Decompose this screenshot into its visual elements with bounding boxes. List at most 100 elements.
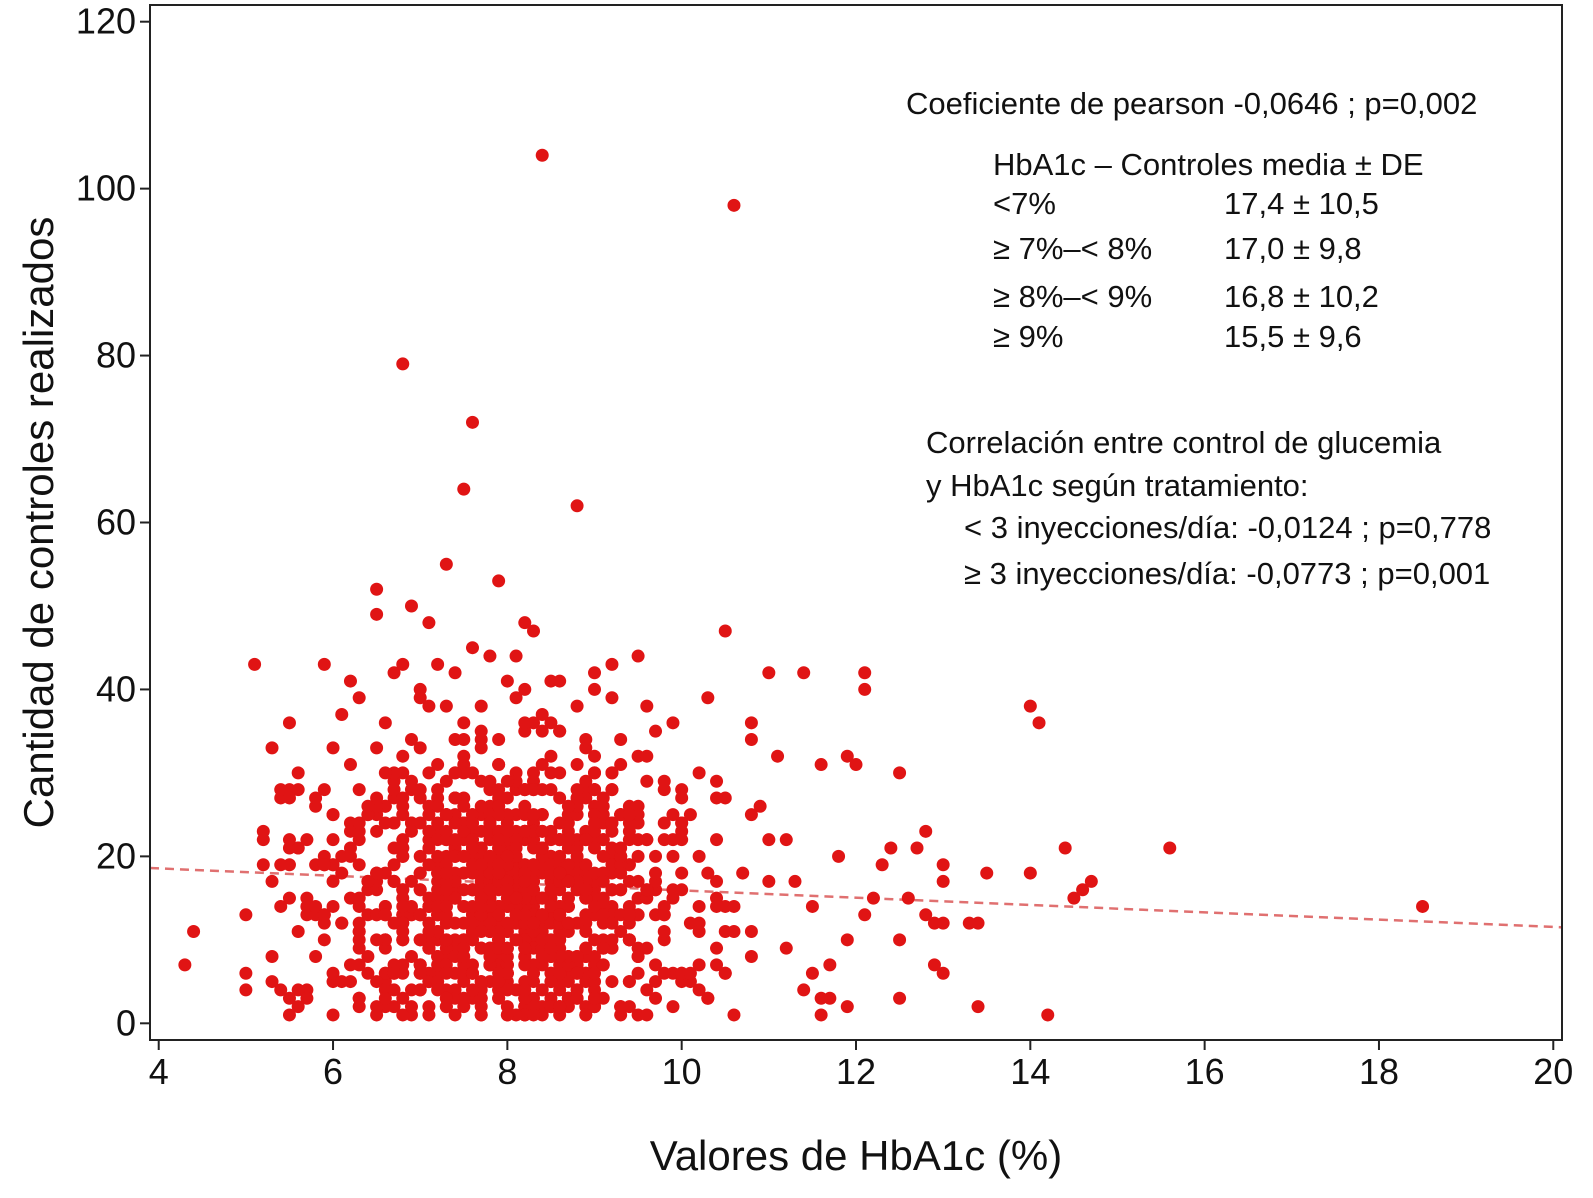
data-point xyxy=(683,966,697,980)
data-point xyxy=(431,783,445,797)
data-point xyxy=(396,799,410,813)
data-point xyxy=(779,941,793,955)
data-point xyxy=(483,849,497,863)
data-point xyxy=(553,966,567,980)
data-point xyxy=(622,975,636,989)
y-tick-label: 0 xyxy=(116,1002,136,1043)
data-point xyxy=(413,958,427,972)
data-point xyxy=(779,833,793,847)
data-point xyxy=(448,816,462,830)
data-point xyxy=(535,707,549,721)
data-point xyxy=(1076,883,1090,897)
data-point xyxy=(744,924,758,938)
data-point xyxy=(265,950,279,964)
data-point xyxy=(352,958,366,972)
data-point xyxy=(431,816,445,830)
data-point xyxy=(544,975,558,989)
data-point xyxy=(858,908,872,922)
data-point xyxy=(335,866,349,880)
data-point xyxy=(666,808,680,822)
data-point xyxy=(553,849,567,863)
data-points xyxy=(178,148,1430,1022)
data-point xyxy=(239,983,253,997)
data-point xyxy=(675,866,689,880)
data-point xyxy=(858,682,872,696)
data-point xyxy=(614,841,628,855)
data-point xyxy=(352,816,366,830)
x-tick-label: 20 xyxy=(1533,1051,1573,1092)
data-point xyxy=(614,924,628,938)
data-point xyxy=(657,833,671,847)
data-point xyxy=(474,741,488,755)
data-point xyxy=(483,883,497,897)
data-point xyxy=(579,1008,593,1022)
data-point xyxy=(561,975,575,989)
data-point xyxy=(465,816,479,830)
data-point xyxy=(579,733,593,747)
data-point xyxy=(535,891,549,905)
data-point xyxy=(291,983,305,997)
data-point xyxy=(370,824,384,838)
data-point xyxy=(256,858,270,872)
data-point xyxy=(370,933,384,947)
data-point xyxy=(544,749,558,763)
data-point xyxy=(265,975,279,989)
data-point xyxy=(640,699,654,713)
data-point xyxy=(710,791,724,805)
data-point xyxy=(649,724,663,738)
data-point xyxy=(439,774,453,788)
data-point xyxy=(413,866,427,880)
data-point xyxy=(614,1000,628,1014)
data-point xyxy=(378,816,392,830)
data-point xyxy=(771,749,785,763)
data-point xyxy=(579,858,593,872)
data-point xyxy=(317,933,331,947)
data-point xyxy=(431,758,445,772)
data-point xyxy=(840,1000,854,1014)
data-point xyxy=(980,866,994,880)
data-point xyxy=(457,716,471,730)
data-point xyxy=(439,866,453,880)
data-point xyxy=(178,958,192,972)
data-point xyxy=(422,699,436,713)
data-point xyxy=(631,966,645,980)
x-tick-label: 18 xyxy=(1359,1051,1399,1092)
table-row-value: 15,5 ± 9,6 xyxy=(1224,319,1362,354)
data-point xyxy=(666,1000,680,1014)
data-point xyxy=(387,916,401,930)
data-point xyxy=(544,716,558,730)
data-point xyxy=(1163,841,1177,855)
data-point xyxy=(631,849,645,863)
data-point xyxy=(622,908,636,922)
data-point xyxy=(282,791,296,805)
data-point xyxy=(404,824,418,838)
data-point xyxy=(361,966,375,980)
data-point xyxy=(457,941,471,955)
data-point xyxy=(396,991,410,1005)
data-point xyxy=(492,733,506,747)
data-point xyxy=(422,941,436,955)
data-point xyxy=(387,783,401,797)
data-point xyxy=(431,657,445,671)
data-point xyxy=(570,983,584,997)
data-point xyxy=(649,991,663,1005)
data-point xyxy=(282,833,296,847)
data-point xyxy=(814,991,828,1005)
data-point xyxy=(500,774,514,788)
data-point xyxy=(1023,699,1037,713)
y-tick-label: 100 xyxy=(76,168,136,209)
data-point xyxy=(736,866,750,880)
plot-frame xyxy=(149,4,1563,1041)
data-point xyxy=(474,891,488,905)
data-point xyxy=(439,557,453,571)
data-point xyxy=(492,799,506,813)
data-point xyxy=(413,933,427,947)
data-point xyxy=(509,933,523,947)
data-point xyxy=(300,891,314,905)
data-point xyxy=(474,799,488,813)
data-point xyxy=(509,891,523,905)
data-point xyxy=(622,933,636,947)
data-point xyxy=(683,808,697,822)
data-point xyxy=(840,749,854,763)
data-point xyxy=(352,941,366,955)
